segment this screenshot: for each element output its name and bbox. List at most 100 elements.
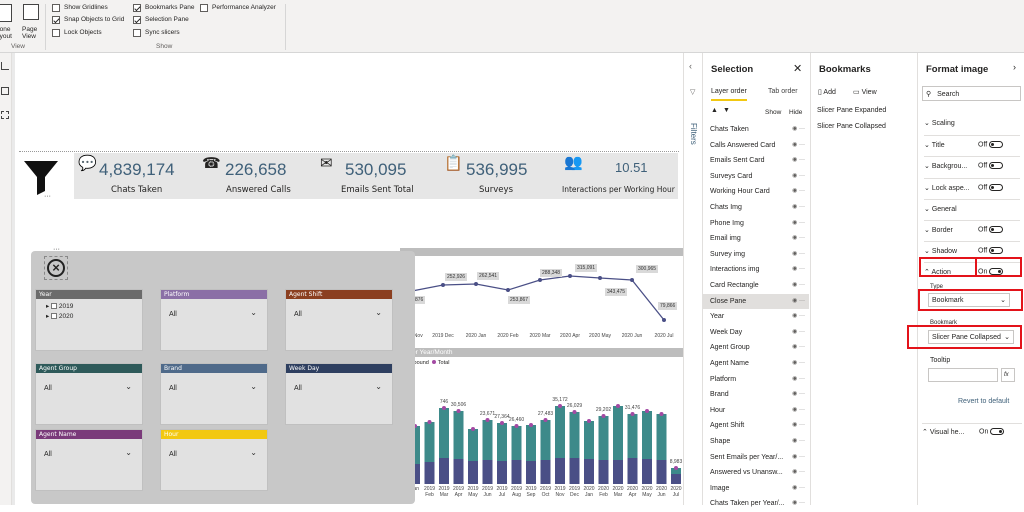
layer-item[interactable]: Answered vs Unansw... ◉ ···: [703, 465, 809, 481]
view-bookmark-button[interactable]: ▭ View: [853, 89, 877, 96]
layer-item[interactable]: Shape ◉ ···: [703, 434, 809, 450]
visibility-eye-icon[interactable]: ◉ ···: [792, 344, 805, 351]
visibility-eye-icon[interactable]: ◉ ···: [792, 422, 805, 429]
report-view-icon[interactable]: [1, 62, 9, 70]
format-section-0[interactable]: ⌄ Scaling: [924, 114, 1020, 135]
bar-segment-inbound[interactable]: [526, 461, 536, 484]
visibility-eye-icon[interactable]: ◉ ···: [792, 188, 805, 195]
bar-segment-outbound[interactable]: [584, 421, 594, 459]
bar-segment-inbound[interactable]: [598, 460, 609, 484]
layer-item[interactable]: Sent Emails per Year/... ◉ ···: [703, 450, 809, 466]
layer-item[interactable]: Hour ◉ ···: [703, 403, 809, 419]
line-point[interactable]: [474, 282, 478, 286]
visibility-eye-icon[interactable]: ◉ ···: [792, 141, 805, 148]
chats-bar-chart[interactable]: er Year/Month tbound Total Jan 2019 Feb 20…: [400, 348, 683, 505]
bar-segment-inbound[interactable]: [569, 458, 580, 484]
visibility-eye-icon[interactable]: ◉ ···: [792, 360, 805, 366]
tooltip-input[interactable]: [928, 368, 998, 382]
chevron-down-icon[interactable]: ⌄: [375, 382, 382, 391]
data-view-icon[interactable]: [1, 87, 9, 95]
bar-segment-inbound[interactable]: [410, 464, 420, 484]
bar-segment-inbound[interactable]: [439, 458, 449, 484]
line-point[interactable]: [441, 283, 445, 287]
selection-pane-checkbox[interactable]: [133, 16, 141, 24]
layer-item[interactable]: Platform ◉ ···: [703, 372, 809, 388]
visibility-eye-icon[interactable]: ◉ ···: [792, 453, 805, 460]
slicer-week-day[interactable]: Week Day All ⌄: [285, 363, 393, 425]
line-point[interactable]: [662, 318, 666, 322]
section-toggle[interactable]: Off: [978, 141, 1004, 149]
bar-segment-inbound[interactable]: [453, 459, 464, 484]
bar-segment-outbound[interactable]: [482, 420, 493, 460]
close-pane-button[interactable]: ×: [44, 256, 68, 280]
filter-funnel-icon[interactable]: [21, 157, 61, 197]
bar-segment-outbound[interactable]: [468, 429, 478, 461]
move-down-icon[interactable]: ▼: [723, 107, 730, 114]
visual-header-section[interactable]: ⌃ Visual he... On: [922, 423, 1022, 436]
page-view-button[interactable]: Page View: [22, 4, 42, 40]
layer-item[interactable]: Emails Sent Card ◉ ···: [703, 153, 809, 169]
visibility-eye-icon[interactable]: ◉ ···: [792, 219, 805, 226]
bar-segment-inbound[interactable]: [671, 474, 681, 484]
layer-item[interactable]: Chats Taken ◉ ···: [703, 122, 809, 138]
section-toggle[interactable]: Off: [978, 226, 1004, 233]
format-section-7[interactable]: ⌃ Action On: [924, 262, 1020, 283]
bar-segment-outbound[interactable]: [410, 426, 420, 464]
bar-segment-inbound[interactable]: [584, 459, 594, 484]
visibility-eye-icon[interactable]: ◉ ···: [792, 313, 805, 320]
slicer-agent-name[interactable]: Agent Name All ⌄: [35, 429, 143, 491]
bar-segment-inbound[interactable]: [497, 461, 507, 484]
slicer-brand[interactable]: Brand All ⌄: [160, 363, 268, 425]
filters-label[interactable]: Filters: [689, 123, 698, 145]
bookmark-dropdown[interactable]: Slicer Pane Collapsed ⌄: [928, 330, 1014, 344]
layer-item[interactable]: Chats Img ◉ ···: [703, 200, 809, 216]
hide-all-label[interactable]: Hide: [789, 109, 803, 116]
bar-segment-outbound[interactable]: [555, 406, 565, 458]
layer-item[interactable]: Working Hour Card ◉ ···: [703, 184, 809, 200]
slicer-agent-group[interactable]: Agent Group All ⌄: [35, 363, 143, 425]
layer-item[interactable]: Calls Answered Card ◉ ···: [703, 138, 809, 154]
section-toggle[interactable]: Off: [978, 247, 1004, 255]
visibility-eye-icon[interactable]: ◉ ···: [792, 375, 805, 382]
bar-segment-outbound[interactable]: [540, 420, 551, 460]
chevron-down-icon[interactable]: ⌄: [250, 448, 257, 457]
revert-to-default-link[interactable]: Revert to default: [958, 398, 1010, 405]
bookmark-item[interactable]: Slicer Pane Expanded: [817, 107, 887, 114]
visual-header-toggle[interactable]: On: [979, 428, 1005, 435]
visibility-eye-icon[interactable]: ◉ ···: [792, 172, 805, 179]
collapse-pane-icon[interactable]: ›: [1013, 62, 1016, 72]
fx-button[interactable]: fx: [1001, 368, 1015, 382]
visibility-eye-icon[interactable]: ◉ ···: [792, 438, 805, 444]
slicer-hour[interactable]: Hour All ⌄: [160, 429, 268, 491]
visibility-eye-icon[interactable]: ◉ ···: [792, 157, 805, 164]
section-toggle[interactable]: Off: [978, 162, 1004, 170]
slicer-agent-shift[interactable]: Agent Shift All ⌄: [285, 289, 393, 351]
tab-layer-order[interactable]: Layer order: [711, 88, 747, 101]
bar-segment-outbound[interactable]: [511, 426, 522, 460]
add-bookmark-button[interactable]: ▯ Add: [818, 89, 836, 96]
move-up-icon[interactable]: ▲: [711, 107, 718, 114]
layer-item[interactable]: Image ◉ ···: [703, 481, 809, 497]
layer-item[interactable]: Interactions img ◉ ···: [703, 262, 809, 278]
bar-segment-outbound[interactable]: [656, 414, 667, 460]
bar-segment-inbound[interactable]: [627, 458, 638, 484]
model-view-icon[interactable]: [1, 111, 9, 119]
section-toggle[interactable]: Off: [978, 183, 1004, 191]
line-point[interactable]: [506, 288, 510, 292]
layer-item[interactable]: Surveys Card ◉ ···: [703, 169, 809, 185]
format-section-6[interactable]: ⌄ Shadow Off: [924, 241, 1020, 262]
layer-item[interactable]: Brand ◉ ···: [703, 387, 809, 403]
visibility-eye-icon[interactable]: ◉ ···: [792, 500, 805, 507]
bar-segment-outbound[interactable]: [439, 408, 449, 458]
slicer-year-item-2019[interactable]: ▸ 2019: [46, 303, 74, 310]
layer-item[interactable]: Survey img ◉ ···: [703, 247, 809, 263]
layer-item[interactable]: Card Rectangle ◉ ···: [703, 278, 809, 294]
layer-item[interactable]: Agent Group ◉ ···: [703, 340, 809, 356]
line-point[interactable]: [568, 274, 572, 278]
filters-pane-collapsed[interactable]: ‹ ▽ Filters: [683, 53, 702, 505]
format-section-3[interactable]: ⌄ Lock aspe... Off: [924, 177, 1020, 199]
phone-layout-button[interactable]: hone ayout: [0, 4, 16, 40]
chevron-down-icon[interactable]: ⌄: [125, 382, 132, 391]
bar-segment-outbound[interactable]: [642, 411, 652, 459]
line-point[interactable]: [538, 278, 542, 282]
